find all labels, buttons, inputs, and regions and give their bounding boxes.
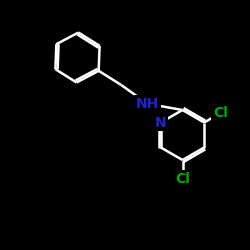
Text: Cl: Cl	[175, 172, 190, 186]
Text: Cl: Cl	[213, 106, 228, 120]
Text: NH: NH	[136, 97, 159, 111]
Text: N: N	[155, 116, 167, 130]
